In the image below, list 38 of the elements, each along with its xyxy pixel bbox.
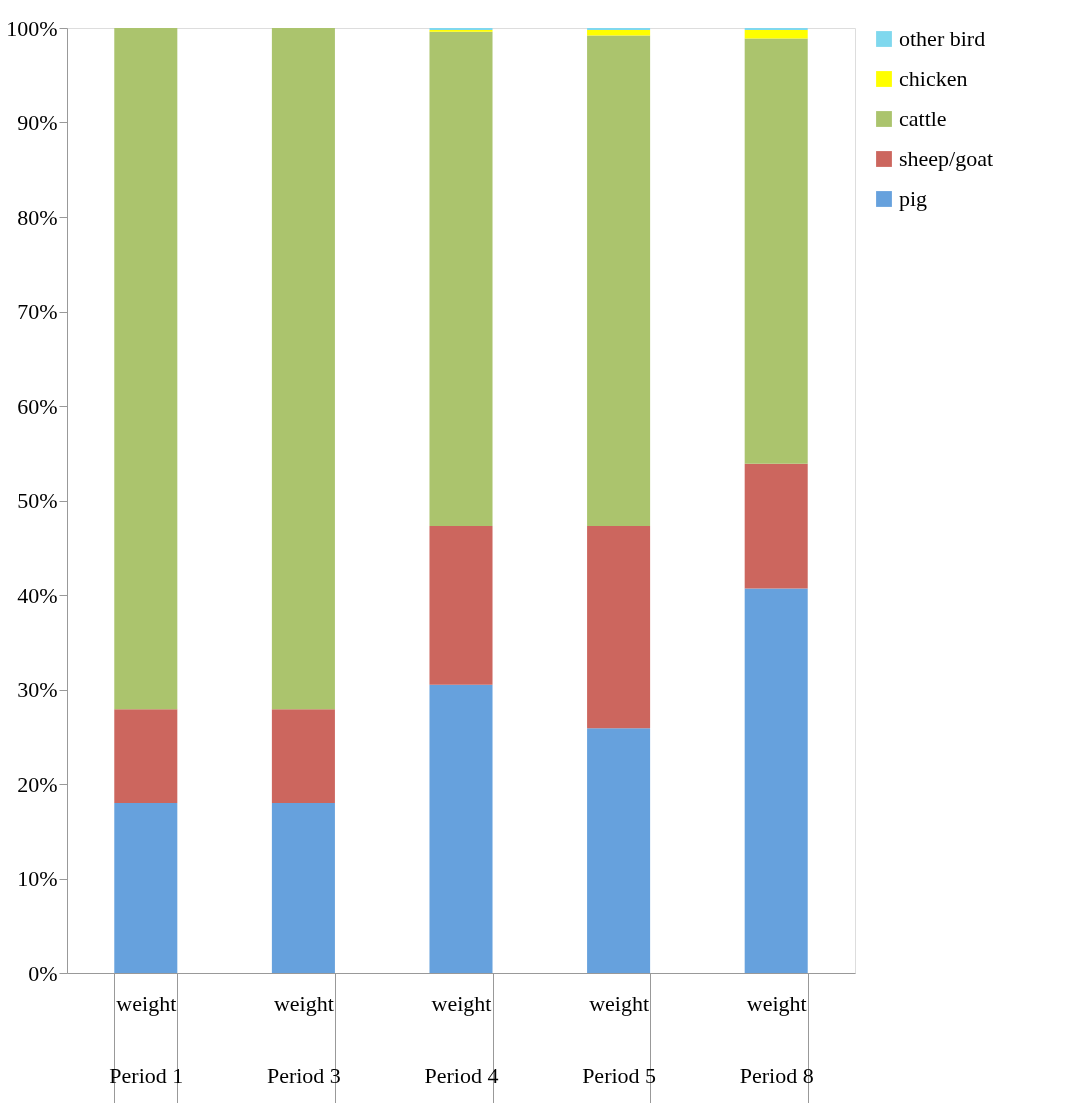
bar bbox=[429, 684, 493, 973]
bar bbox=[429, 526, 493, 685]
bar bbox=[587, 35, 651, 527]
y-tick-label: 100% bbox=[6, 15, 58, 41]
legend-label: sheep/goat bbox=[899, 146, 994, 171]
legend-label: cattle bbox=[899, 106, 947, 131]
legend-label: chicken bbox=[899, 66, 968, 91]
bar bbox=[271, 28, 335, 710]
y-tick-label: 30% bbox=[17, 677, 58, 702]
bar bbox=[744, 38, 808, 464]
bar bbox=[744, 29, 808, 39]
category-label: weight Period 1 bbox=[109, 990, 184, 1088]
y-tick-label: 90% bbox=[17, 110, 58, 135]
bar bbox=[587, 728, 651, 973]
bar bbox=[744, 463, 808, 589]
bar bbox=[744, 588, 808, 973]
bar bbox=[587, 526, 651, 729]
y-tick-label: 10% bbox=[17, 866, 58, 891]
bar bbox=[271, 709, 335, 803]
bar bbox=[114, 802, 178, 973]
legend-label: other bird bbox=[899, 26, 986, 51]
y-tick-label: 50% bbox=[17, 488, 58, 513]
y-tick-label: 70% bbox=[17, 299, 58, 324]
bar bbox=[429, 31, 493, 527]
bar bbox=[271, 802, 335, 973]
bar bbox=[114, 709, 178, 803]
bar bbox=[114, 28, 178, 710]
category-label: weight Period 5 bbox=[582, 990, 657, 1088]
legend-label: pig bbox=[899, 186, 928, 211]
y-tick-label: 80% bbox=[17, 204, 58, 230]
bar bbox=[587, 29, 651, 36]
category-label: weight Period 8 bbox=[739, 990, 814, 1088]
category-label: weight Period 3 bbox=[266, 990, 341, 1088]
category-label: weight Period 4 bbox=[424, 990, 499, 1088]
y-tick-label: 40% bbox=[17, 582, 58, 608]
y-tick-label: 60% bbox=[17, 393, 58, 419]
y-tick-label: 20% bbox=[17, 771, 58, 797]
y-tick-label: 0% bbox=[28, 960, 58, 986]
